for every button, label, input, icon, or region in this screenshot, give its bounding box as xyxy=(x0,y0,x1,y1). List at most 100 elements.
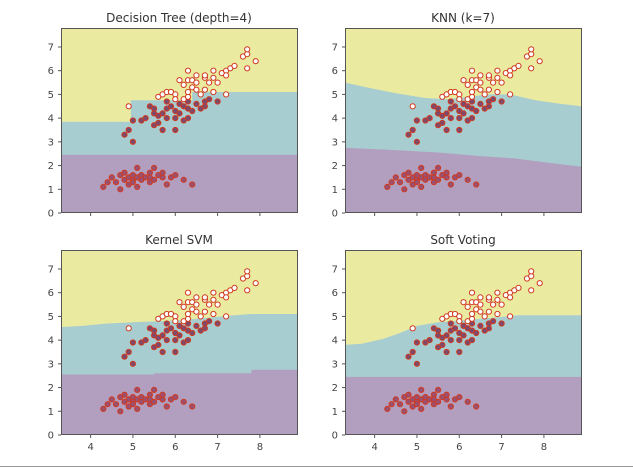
x-axis: 4 5 6 7 8 xyxy=(87,435,263,453)
bottom-divider xyxy=(0,466,633,467)
data-point-class-2 xyxy=(409,325,416,332)
data-point-class-0 xyxy=(134,183,141,190)
x-tick-label: 5 xyxy=(130,442,136,453)
data-point-class-0 xyxy=(108,396,115,403)
data-point-class-2 xyxy=(193,86,200,93)
data-point-class-1 xyxy=(125,126,132,134)
data-point-class-1 xyxy=(426,337,433,344)
region-class-0 xyxy=(345,147,582,213)
data-point-class-1 xyxy=(172,115,179,122)
data-point-class-1 xyxy=(447,337,454,344)
data-point-class-2 xyxy=(210,67,217,74)
y-tick-label: 0 xyxy=(332,209,338,220)
y-tick-label: 4 xyxy=(48,336,54,347)
data-point-class-2 xyxy=(481,313,488,320)
data-point-class-0 xyxy=(435,386,442,393)
data-point-class-1 xyxy=(460,110,467,117)
data-point-class-0 xyxy=(392,174,399,181)
data-point-class-2 xyxy=(214,301,221,308)
data-point-class-1 xyxy=(163,98,170,105)
data-point-class-2 xyxy=(498,79,505,86)
data-point-class-2 xyxy=(507,313,514,320)
data-point-class-1 xyxy=(121,353,128,360)
data-point-class-1 xyxy=(159,126,166,134)
data-point-class-2 xyxy=(180,303,187,311)
data-point-class-2 xyxy=(252,58,259,65)
data-point-class-0 xyxy=(117,408,124,415)
data-point-class-1 xyxy=(413,339,421,346)
data-point-class-2 xyxy=(210,296,217,303)
data-point-class-1 xyxy=(167,325,175,332)
data-point-class-0 xyxy=(396,401,404,408)
data-point-class-2 xyxy=(184,67,192,74)
x-tick-label: 7 xyxy=(214,442,220,453)
data-point-class-1 xyxy=(159,332,166,339)
data-point-class-0 xyxy=(435,164,442,171)
data-point-class-1 xyxy=(490,96,497,103)
data-point-class-1 xyxy=(129,339,137,346)
data-point-class-2 xyxy=(485,308,492,315)
scatter-points xyxy=(100,46,259,193)
data-point-class-1 xyxy=(405,353,412,360)
y-tick-label: 3 xyxy=(332,359,338,370)
data-point-class-2 xyxy=(193,301,200,308)
data-point-class-1 xyxy=(413,138,421,145)
y-tick-label: 4 xyxy=(48,114,54,125)
data-point-class-1 xyxy=(163,115,170,122)
data-point-class-1 xyxy=(155,341,162,349)
data-point-class-0 xyxy=(418,386,425,393)
decision-regions xyxy=(345,250,582,435)
data-point-class-0 xyxy=(163,403,170,410)
data-point-class-0 xyxy=(121,169,128,176)
region-class-0 xyxy=(61,369,298,435)
data-point-class-2 xyxy=(456,318,463,325)
axes-frame xyxy=(345,250,582,435)
data-point-class-1 xyxy=(214,320,221,327)
data-point-class-1 xyxy=(456,337,463,344)
data-point-class-0 xyxy=(172,394,179,401)
x-tick-label: 8 xyxy=(257,442,263,453)
y-tick-label: 3 xyxy=(48,359,54,370)
data-point-class-1 xyxy=(176,332,183,339)
panel-soft-voting: Soft Voting 0 1 2 3 4 5 6 7 4 5 6 7 8 xyxy=(332,233,582,453)
data-point-class-1 xyxy=(477,322,484,330)
data-point-class-0 xyxy=(464,176,471,183)
data-point-class-2 xyxy=(193,294,200,301)
data-point-class-2 xyxy=(528,46,535,53)
data-point-class-0 xyxy=(473,181,480,188)
data-point-class-1 xyxy=(184,337,192,344)
data-point-class-2 xyxy=(125,103,132,110)
data-point-class-2 xyxy=(477,301,484,308)
data-point-class-2 xyxy=(485,72,492,79)
data-point-class-2 xyxy=(201,72,208,79)
data-point-class-1 xyxy=(443,332,450,339)
data-point-class-2 xyxy=(515,284,522,292)
data-point-class-2 xyxy=(201,294,208,301)
x-tick-label: 6 xyxy=(456,442,462,453)
data-point-class-0 xyxy=(392,396,399,403)
data-point-class-1 xyxy=(477,100,484,108)
data-point-class-1 xyxy=(498,320,505,327)
data-point-class-2 xyxy=(176,299,183,306)
y-tick-label: 1 xyxy=(48,407,54,418)
y-tick-label: 7 xyxy=(48,264,54,275)
data-point-class-1 xyxy=(490,318,497,325)
x-tick-label: 4 xyxy=(371,442,377,453)
data-point-class-1 xyxy=(189,329,196,337)
data-point-class-0 xyxy=(405,169,412,176)
y-tick-label: 7 xyxy=(48,42,54,53)
data-point-class-1 xyxy=(447,98,454,105)
panel-knn: KNN (k=7) 0 1 2 3 4 5 6 7 xyxy=(332,11,582,220)
y-tick-label: 5 xyxy=(48,90,54,101)
data-point-class-1 xyxy=(456,115,463,122)
y-tick-label: 0 xyxy=(48,209,54,220)
data-point-class-1 xyxy=(172,348,179,356)
data-point-class-2 xyxy=(210,74,217,81)
y-tick-label: 6 xyxy=(332,288,338,299)
data-point-class-1 xyxy=(473,107,480,115)
scatter-points xyxy=(100,268,259,415)
data-point-class-0 xyxy=(456,172,463,179)
region-class-0 xyxy=(61,154,298,213)
x-axis: 4 5 6 7 8 xyxy=(371,435,547,453)
y-tick-label: 5 xyxy=(332,312,338,323)
